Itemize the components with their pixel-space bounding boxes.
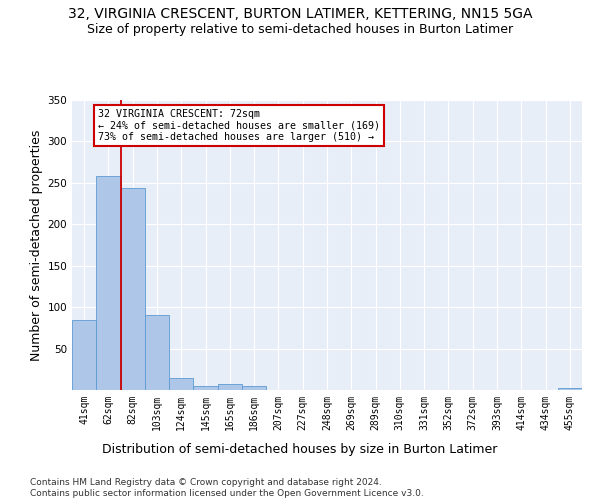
- Bar: [558, 388, 582, 390]
- Bar: [242, 386, 266, 390]
- Text: Contains HM Land Registry data © Crown copyright and database right 2024.
Contai: Contains HM Land Registry data © Crown c…: [30, 478, 424, 498]
- Text: Distribution of semi-detached houses by size in Burton Latimer: Distribution of semi-detached houses by …: [103, 442, 497, 456]
- Text: 32, VIRGINIA CRESCENT, BURTON LATIMER, KETTERING, NN15 5GA: 32, VIRGINIA CRESCENT, BURTON LATIMER, K…: [68, 8, 532, 22]
- Bar: [218, 384, 242, 390]
- Bar: [193, 386, 218, 390]
- Bar: [121, 188, 145, 390]
- Text: Size of property relative to semi-detached houses in Burton Latimer: Size of property relative to semi-detach…: [87, 22, 513, 36]
- Bar: [96, 176, 121, 390]
- Bar: [72, 320, 96, 390]
- Bar: [145, 314, 169, 390]
- Bar: [169, 378, 193, 390]
- Text: 32 VIRGINIA CRESCENT: 72sqm
← 24% of semi-detached houses are smaller (169)
73% : 32 VIRGINIA CRESCENT: 72sqm ← 24% of sem…: [97, 108, 380, 142]
- Y-axis label: Number of semi-detached properties: Number of semi-detached properties: [30, 130, 43, 360]
